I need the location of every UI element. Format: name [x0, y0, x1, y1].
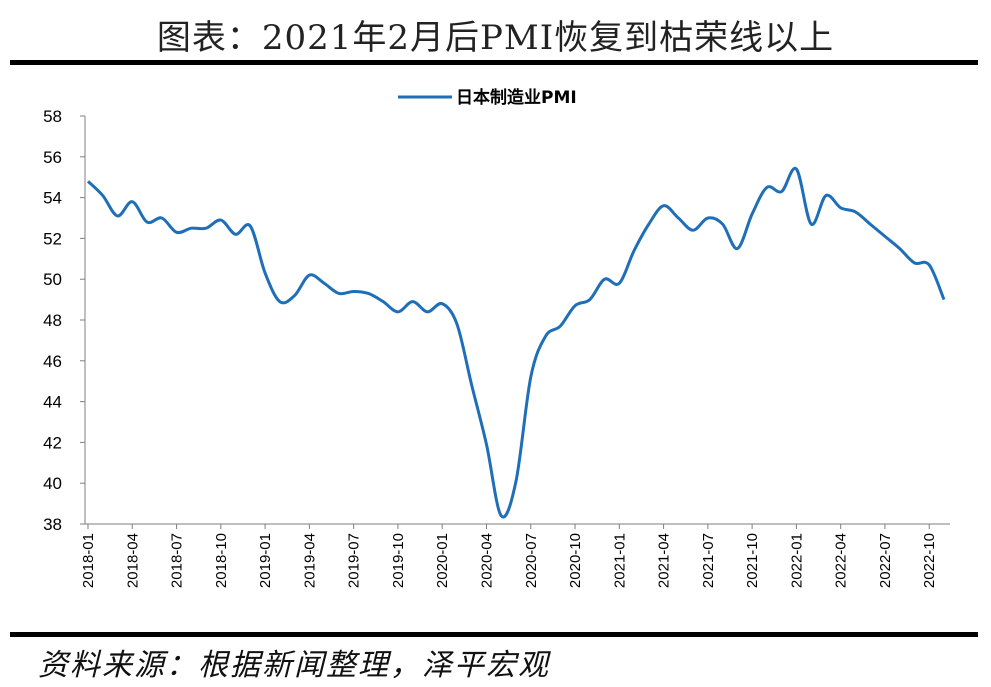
y-tick-label: 54	[43, 189, 62, 208]
chart-title: 图表：2021年2月后PMI恢复到枯荣线以上	[156, 18, 835, 58]
x-tick-label: 2021-04	[656, 533, 673, 588]
legend: 日本制造业PMI	[398, 87, 577, 108]
x-tick-label: 2022-07	[877, 533, 894, 588]
x-tick-label: 2018-07	[169, 533, 186, 588]
x-tick-label: 2019-07	[346, 533, 363, 588]
bottom-divider	[10, 632, 978, 637]
x-tick-label: 2020-04	[478, 533, 495, 588]
y-tick-label: 40	[43, 474, 62, 493]
x-tick-label: 2020-10	[567, 533, 584, 588]
y-tick-label: 48	[43, 311, 62, 330]
x-tick-label: 2020-01	[434, 533, 451, 588]
series-line	[86, 166, 946, 519]
y-axis-ticks: 38 40 42 44 46 48 50 52 54 56 58	[43, 107, 85, 534]
x-tick-label: 2021-01	[611, 533, 628, 588]
y-tick-label: 50	[43, 270, 62, 289]
x-tick-label: 2020-07	[523, 533, 540, 588]
x-tick-label: 2019-01	[257, 533, 274, 588]
x-tick-label: 2021-10	[744, 533, 761, 588]
series-group	[86, 166, 946, 519]
y-tick-label: 56	[43, 148, 62, 167]
x-tick-label: 2022-01	[788, 533, 805, 588]
legend-label: 日本制造业PMI	[456, 87, 577, 108]
x-axis-ticks: 2018-01 2018-04 2018-07 2018-10 2019-01 2019-…	[80, 524, 938, 588]
x-tick-label: 2022-04	[833, 533, 850, 588]
y-tick-label: 58	[43, 107, 62, 126]
x-tick-label: 2018-01	[80, 533, 97, 588]
x-tick-label: 2018-10	[213, 533, 230, 588]
x-tick-label: 2022-10	[921, 533, 938, 588]
x-tick-label: 2019-10	[390, 533, 407, 588]
y-tick-label: 42	[43, 433, 62, 452]
source-note: 资料来源：根据新闻整理，泽平宏观	[38, 648, 550, 683]
x-tick-label: 2019-04	[301, 533, 318, 588]
y-tick-label: 52	[43, 229, 62, 248]
top-divider	[10, 60, 978, 65]
y-tick-label: 38	[43, 515, 62, 534]
y-tick-label: 44	[43, 393, 62, 412]
x-tick-label: 2018-04	[124, 533, 141, 588]
x-tick-label: 2021-07	[700, 533, 717, 588]
y-tick-label: 46	[43, 352, 62, 371]
